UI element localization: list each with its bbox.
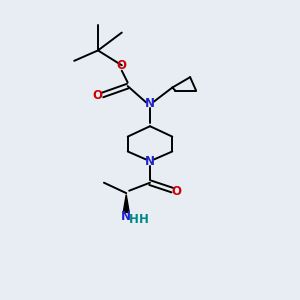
- Text: N: N: [121, 210, 130, 224]
- Text: N: N: [145, 98, 155, 110]
- Text: N: N: [145, 155, 155, 168]
- Text: O: O: [172, 185, 182, 198]
- Text: O: O: [92, 88, 102, 101]
- Text: H: H: [129, 213, 139, 226]
- Polygon shape: [123, 195, 129, 212]
- Text: O: O: [117, 59, 127, 72]
- Text: H: H: [139, 213, 149, 226]
